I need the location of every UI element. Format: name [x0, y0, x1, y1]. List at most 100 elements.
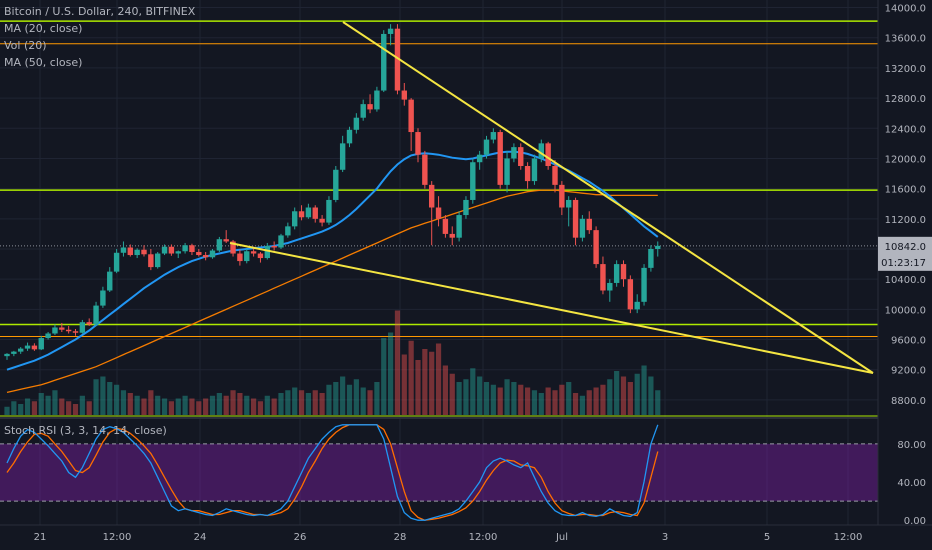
horizontal-levels [0, 20, 878, 417]
candle-body [476, 154, 483, 163]
stoch-tick-label: 40.00 [897, 478, 926, 489]
ma50-line [6, 189, 658, 394]
candle-body [285, 226, 291, 236]
candle-body [175, 251, 181, 254]
volume-bars [4, 310, 661, 415]
stoch-band-fill [0, 443, 878, 502]
candle-body [497, 132, 503, 185]
volume-bar [586, 390, 592, 415]
candle-body [415, 132, 421, 155]
candle-body [148, 254, 154, 268]
candle-body [326, 199, 332, 223]
candle-body [511, 147, 517, 159]
volume-bar [11, 401, 17, 415]
candle-body [155, 253, 161, 268]
volume-bar [175, 398, 181, 415]
time-tick-label: Jul [555, 532, 568, 543]
volume-bar [251, 398, 257, 415]
volume-bar [353, 379, 359, 415]
candle-body [202, 255, 209, 258]
candle-body [531, 158, 538, 182]
volume-bar [483, 382, 490, 415]
price-tick-label: 11600.0 [885, 185, 926, 196]
volume-bar [518, 384, 524, 415]
volume-bar [511, 382, 517, 415]
volume-bar [442, 365, 448, 415]
candle-body [408, 99, 414, 133]
candle-body [237, 253, 243, 262]
candle-body [586, 218, 592, 231]
volume-bar [422, 349, 428, 415]
candle-body [244, 251, 250, 262]
candle-body [113, 252, 120, 272]
candle-body [65, 329, 72, 332]
candle-body [524, 166, 531, 182]
candle-body [18, 348, 24, 352]
volume-bar [209, 395, 216, 415]
candle-body [298, 211, 305, 218]
trendline-upper [342, 21, 874, 374]
candle-body [381, 33, 387, 91]
price-tick-label: 9200.0 [891, 366, 926, 377]
candle-body [620, 264, 627, 280]
candle-body [223, 239, 229, 242]
candle-body [161, 246, 168, 254]
candle-body [346, 129, 353, 144]
time-tick-label: 26 [294, 532, 307, 543]
candle-body [216, 239, 223, 251]
volume-bar [264, 395, 270, 415]
price-badge-countdown: 01:23:17 [881, 258, 926, 269]
stoch-tick-label: 0.00 [904, 516, 926, 527]
volume-bar [182, 395, 188, 415]
candle-body [333, 169, 339, 200]
volume-bar [634, 373, 640, 415]
candle-body [470, 162, 476, 200]
volume-bar [566, 382, 572, 415]
volume-bar [538, 393, 544, 415]
price-tick-label: 13600.0 [885, 34, 926, 45]
candle-body [189, 245, 195, 253]
volume-bar [244, 395, 250, 415]
candle-body [11, 351, 17, 354]
volume-bar [620, 376, 627, 415]
volume-bar [100, 376, 106, 415]
candle-body [545, 143, 551, 166]
volume-bar [525, 387, 531, 415]
volume-bar [107, 382, 113, 415]
candle-body [504, 158, 510, 185]
candle-body [559, 184, 565, 208]
candle-body [572, 199, 579, 238]
volume-bar [415, 360, 421, 415]
candle-body [141, 249, 147, 255]
candle-body [518, 147, 524, 166]
volume-bar [374, 382, 380, 415]
legend-main[interactable]: Bitcoin / U.S. Dollar, 240, BITFINEX MA … [4, 3, 195, 71]
candle-body [449, 233, 455, 238]
volume-bar [155, 395, 161, 415]
volume-bar [141, 398, 147, 415]
time-tick-label: 5 [764, 532, 770, 543]
volume-bar [401, 354, 407, 415]
volume-bar [24, 398, 31, 415]
candle-body [600, 264, 606, 291]
volume-bar [72, 404, 79, 415]
candle-body [312, 207, 318, 219]
volume-bar [189, 398, 195, 415]
volume-bar [504, 379, 510, 415]
candle-body [442, 218, 449, 234]
volume-bar [490, 384, 496, 415]
candle-body [579, 218, 586, 238]
price-tick-label: 12800.0 [885, 94, 926, 105]
price-badge-value: 10842.0 [885, 242, 926, 253]
legend-stoch[interactable]: Stoch RSI (3, 3, 14, 14, close) [4, 422, 167, 439]
candle-body [429, 184, 435, 208]
volume-bar [648, 376, 654, 415]
trendlines [229, 21, 874, 374]
stoch-lines [6, 424, 659, 521]
candle-body [305, 207, 312, 218]
candle-body [168, 246, 175, 254]
volume-bar [346, 384, 353, 415]
candle-body [435, 207, 442, 219]
candle-body [86, 322, 92, 325]
